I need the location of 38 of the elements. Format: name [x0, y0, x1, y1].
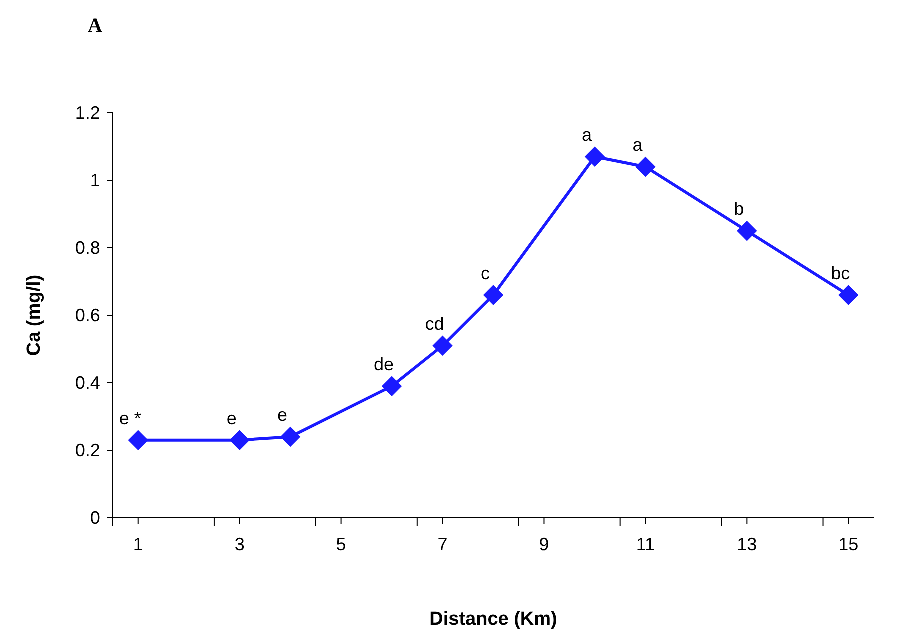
x-axis-title: Distance (Km) — [430, 609, 558, 630]
y-tick-label: 0.2 — [75, 440, 100, 460]
x-tick-label: 3 — [234, 534, 245, 554]
point — [584, 146, 606, 167]
x-tick-label: 9 — [539, 534, 550, 554]
point — [737, 221, 758, 242]
annotation: b — [734, 199, 744, 220]
y-tick-label: 0.8 — [75, 238, 100, 258]
annotation: e * — [119, 408, 142, 428]
chart-title: A — [88, 15, 103, 37]
y-tick-label: 1.2 — [75, 102, 100, 123]
y-axis-title: Ca (mg/l) — [24, 274, 45, 356]
y-tick-label: 0 — [90, 508, 100, 528]
x-tick-label: 11 — [636, 534, 656, 554]
x-tick-label: 7 — [438, 534, 448, 554]
point — [230, 430, 250, 450]
annotation: cd — [425, 314, 444, 334]
annotation: bc — [831, 263, 850, 284]
point — [838, 285, 859, 306]
annotation: e — [226, 408, 237, 428]
x-tick-label: 13 — [737, 534, 758, 554]
annotation: a — [632, 135, 644, 155]
x-tick-label: 1 — [133, 534, 144, 554]
x-tick-label: 15 — [838, 534, 859, 554]
point — [128, 430, 148, 450]
point — [636, 156, 656, 178]
x-tick-label: 5 — [336, 534, 346, 554]
point — [280, 426, 301, 448]
y-tick-label: 0.4 — [75, 372, 100, 393]
y-tick-label: 0.6 — [75, 305, 100, 326]
y-tick-label: 1 — [90, 170, 100, 190]
annotation: a — [582, 124, 593, 145]
annotation: c — [481, 263, 490, 284]
point — [483, 285, 504, 306]
point — [432, 336, 453, 356]
annotation: e — [278, 405, 288, 425]
point — [382, 376, 402, 396]
annotation: de — [374, 354, 394, 374]
